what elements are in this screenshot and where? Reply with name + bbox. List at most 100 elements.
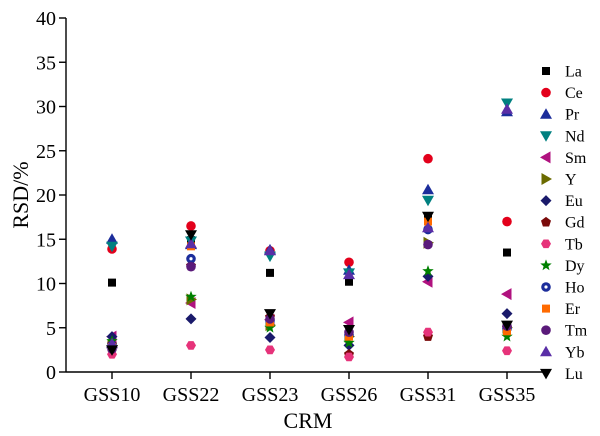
x-ticks: GSS10 GSS22 GSS23 GSS26 GSS31 GSS35 bbox=[84, 372, 536, 406]
data-point-ce bbox=[502, 216, 512, 227]
data-point-la bbox=[503, 248, 511, 257]
legend-label-lu: Lu bbox=[565, 366, 583, 383]
x-tick-label: GSS26 bbox=[321, 384, 378, 406]
data-point-ce bbox=[186, 221, 196, 231]
legend-label-sm: Sm bbox=[565, 150, 587, 167]
data-point-tb bbox=[186, 341, 196, 350]
data-point-nd bbox=[422, 195, 434, 207]
series-pr bbox=[106, 105, 513, 275]
legend-label-yb: Yb bbox=[565, 344, 585, 361]
legend-label-la: La bbox=[565, 64, 582, 81]
axes bbox=[65, 18, 544, 373]
legend-label-er: Er bbox=[565, 301, 581, 318]
legend-label-ce: Ce bbox=[565, 85, 583, 102]
legend-label-ho: Ho bbox=[565, 280, 585, 297]
series-yb bbox=[106, 103, 513, 349]
y-tick-label: 15 bbox=[36, 229, 56, 251]
series-la bbox=[108, 213, 511, 287]
series-nd bbox=[106, 98, 513, 279]
legend-marker-eu bbox=[540, 195, 552, 207]
data-point-eu bbox=[264, 332, 276, 343]
series-ho bbox=[107, 224, 512, 351]
legend-marker-lu bbox=[540, 368, 552, 380]
data-point-lu bbox=[185, 230, 197, 241]
y-tick-label: 25 bbox=[36, 141, 56, 163]
data-point-tb bbox=[423, 327, 433, 337]
y-tick-label: 20 bbox=[36, 185, 56, 207]
data-point-yb bbox=[501, 103, 513, 114]
data-point-dy bbox=[264, 321, 276, 333]
x-tick-label: GSS10 bbox=[84, 384, 141, 406]
data-point-lu bbox=[106, 345, 118, 356]
y-tick-label: 10 bbox=[36, 274, 56, 296]
data-point-la bbox=[108, 278, 116, 287]
data-point-pr bbox=[422, 183, 434, 195]
x-tick-label: GSS23 bbox=[242, 384, 299, 406]
legend-marker-dy bbox=[540, 259, 552, 271]
series-lu bbox=[106, 211, 513, 356]
data-point-tb bbox=[344, 352, 354, 362]
legend-marker-sm bbox=[540, 151, 551, 164]
legend-label-y: Y bbox=[565, 172, 577, 189]
series-dy bbox=[106, 265, 513, 348]
data-point-tb bbox=[265, 345, 275, 355]
data-point-la bbox=[266, 268, 274, 277]
legend-label-pr: Pr bbox=[565, 107, 580, 124]
x-tick-label: GSS35 bbox=[479, 384, 536, 406]
data-point-dy bbox=[185, 290, 197, 302]
legend-marker-er bbox=[542, 304, 550, 313]
data-point-ho-center bbox=[189, 257, 193, 261]
data-point-lu bbox=[264, 309, 276, 320]
data-point-dy bbox=[501, 330, 513, 342]
data-point-lu bbox=[422, 211, 434, 223]
data-point-er bbox=[503, 327, 511, 336]
series-tb bbox=[107, 327, 512, 362]
legend-marker-ce bbox=[541, 87, 551, 98]
y-axis-label: RSD/% bbox=[8, 161, 33, 228]
series-er bbox=[108, 217, 511, 352]
data-point-tm bbox=[186, 261, 196, 272]
data-point-ce bbox=[423, 153, 433, 164]
data-point-ce bbox=[344, 257, 354, 268]
data-point-dy bbox=[422, 265, 434, 276]
data-point-yb bbox=[343, 268, 355, 280]
data-points bbox=[106, 98, 513, 362]
data-point-pr bbox=[106, 233, 118, 244]
series-tm bbox=[107, 239, 512, 354]
legend-label-nd: Nd bbox=[565, 128, 585, 145]
legend-label-eu: Eu bbox=[565, 193, 583, 210]
legend-marker-nd bbox=[540, 131, 552, 142]
y-tick-label: 35 bbox=[36, 52, 56, 74]
legend-label-tm: Tm bbox=[565, 323, 588, 340]
data-point-lu bbox=[343, 325, 355, 336]
legend-marker-tm bbox=[541, 325, 551, 336]
data-point-tb bbox=[502, 346, 512, 356]
data-point-nd bbox=[106, 241, 118, 253]
y-tick-label: 40 bbox=[36, 8, 56, 30]
x-tick-label: GSS22 bbox=[163, 384, 220, 406]
y-tick-label: 0 bbox=[46, 362, 56, 384]
series-ce bbox=[107, 153, 512, 268]
data-point-la bbox=[345, 277, 353, 286]
x-tick-label: GSS31 bbox=[400, 384, 457, 406]
legend-marker-pr bbox=[540, 108, 552, 119]
data-point-dy bbox=[343, 336, 355, 348]
legend-marker-la bbox=[542, 67, 550, 75]
legend-marker-ho-center bbox=[544, 285, 548, 289]
legend-label-dy: Dy bbox=[565, 258, 585, 275]
legend-label-tb: Tb bbox=[565, 236, 583, 253]
data-point-eu bbox=[501, 308, 513, 320]
data-point-yb bbox=[422, 221, 434, 233]
series-eu bbox=[106, 270, 513, 351]
data-point-lu bbox=[501, 320, 513, 332]
x-axis-label: CRM bbox=[284, 408, 333, 433]
data-point-eu bbox=[185, 313, 197, 325]
data-point-yb bbox=[264, 244, 276, 256]
series-sm bbox=[106, 275, 512, 343]
legend-marker-yb bbox=[540, 345, 552, 357]
series-y bbox=[107, 236, 513, 352]
legend-marker-gd bbox=[541, 216, 551, 227]
series-gd bbox=[107, 260, 512, 359]
y-tick-label: 30 bbox=[36, 97, 56, 119]
